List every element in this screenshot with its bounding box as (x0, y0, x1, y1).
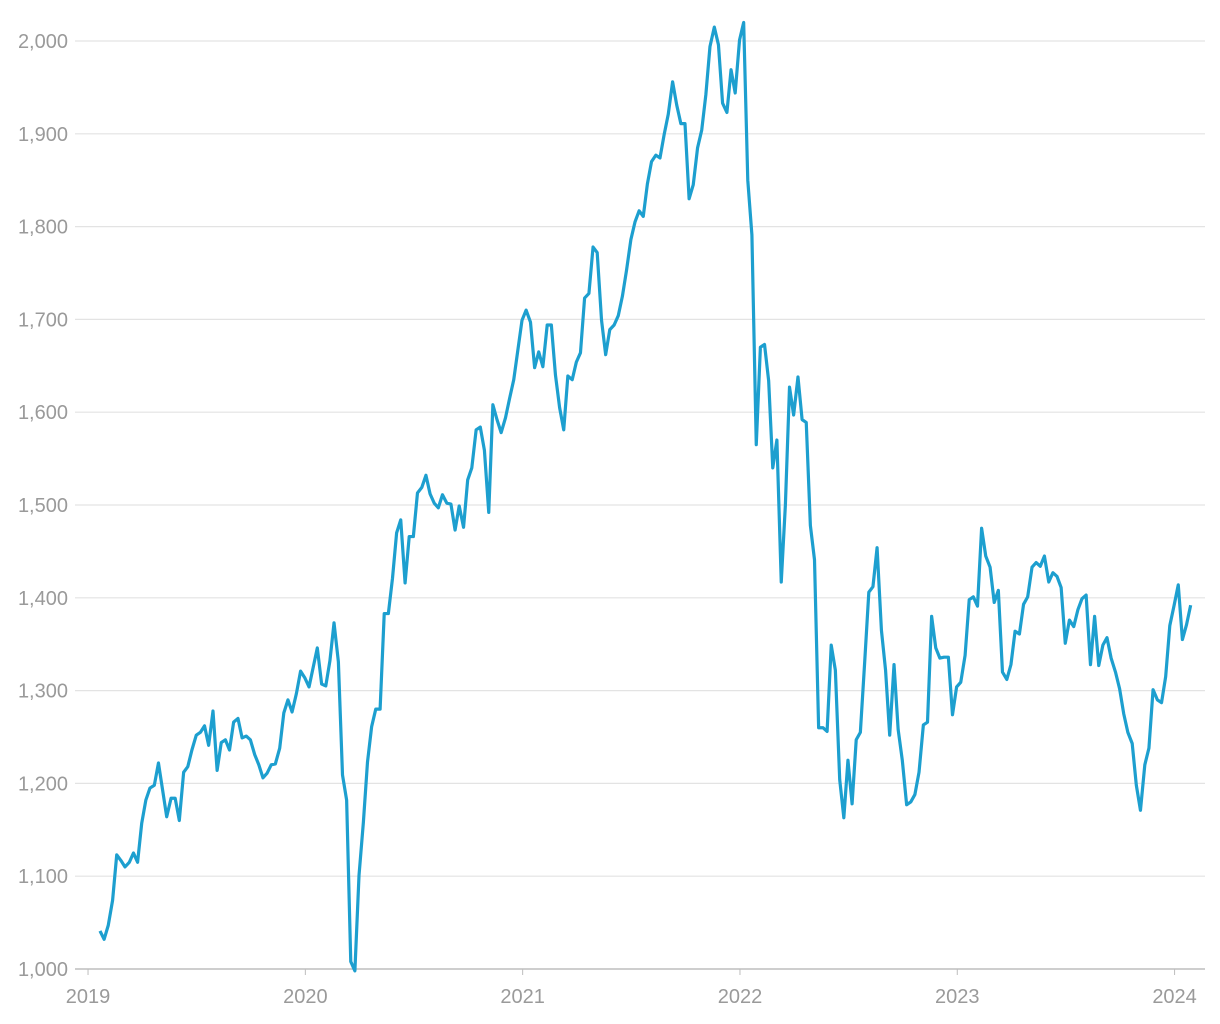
x-tick-label: 2022 (718, 986, 763, 1008)
data-line (98, 20, 1193, 973)
y-tick-label: 1,900 (18, 124, 68, 146)
y-tick-label: 1,800 (18, 217, 68, 239)
y-tick-label: 1,100 (18, 866, 68, 888)
x-tick-label: 2020 (283, 986, 328, 1008)
y-tick-label: 1,000 (18, 959, 68, 981)
x-tick-label: 2024 (1152, 986, 1197, 1008)
y-tick-label: 1,200 (18, 773, 68, 795)
y-tick-label: 2,000 (18, 31, 68, 53)
x-tick-label: 2019 (66, 986, 111, 1008)
x-tick-label: 2023 (935, 986, 980, 1008)
y-tick-label: 1,500 (18, 495, 68, 517)
y-tick-label: 1,400 (18, 588, 68, 610)
y-tick-label: 1,700 (18, 309, 68, 331)
y-tick-label: 1,600 (18, 402, 68, 424)
y-tick-label: 1,300 (18, 681, 68, 703)
x-tick-label: 2021 (500, 986, 545, 1008)
